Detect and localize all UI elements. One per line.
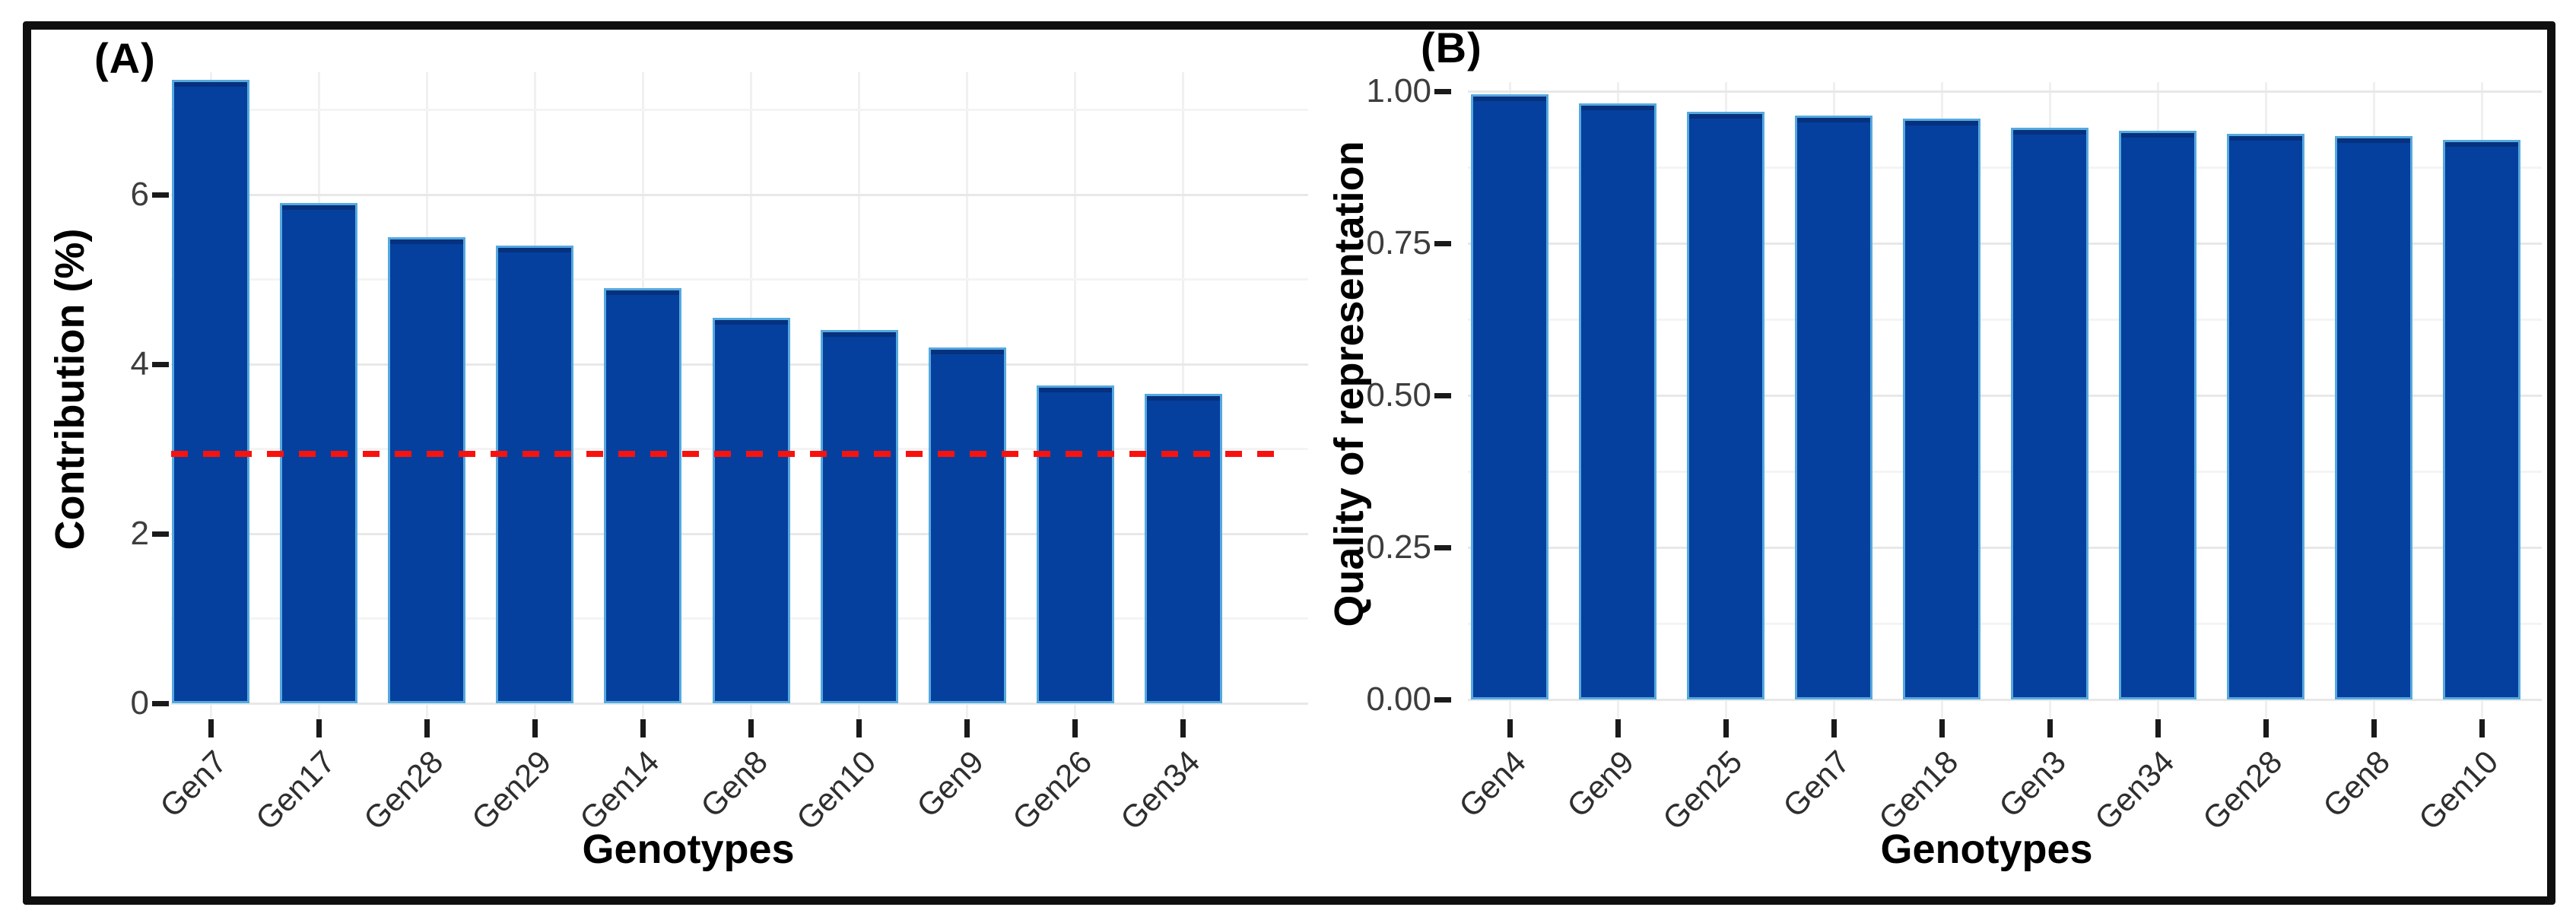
bar-gen7	[172, 80, 249, 703]
bar-gen8	[2335, 136, 2412, 699]
major-gridline	[171, 702, 1308, 705]
x-tick-mark	[1615, 719, 1621, 737]
y-tick-label: 1.00	[1366, 72, 1431, 109]
major-gridline	[1468, 546, 2542, 549]
panel-b-y-axis-title: Quality of representation	[1326, 141, 1372, 627]
y-tick-mark	[1434, 696, 1451, 703]
x-tick-mark	[2479, 719, 2485, 737]
bar-gen10	[2443, 140, 2520, 699]
y-tick-label: 0.00	[1366, 680, 1431, 718]
x-tick-mark	[2371, 719, 2377, 737]
panel-a-x-axis-title: Genotypes	[582, 826, 795, 872]
x-tick-mark	[424, 719, 430, 737]
x-tick-mark	[2155, 719, 2161, 737]
panel-b-letter: (B)	[1421, 24, 1482, 71]
y-tick-mark	[152, 361, 169, 367]
y-tick-mark	[152, 700, 169, 706]
x-tick-mark	[208, 719, 214, 737]
y-tick-label: 6	[130, 176, 149, 213]
y-tick-mark	[1434, 240, 1451, 246]
x-tick-mark	[964, 719, 970, 737]
x-tick-mark	[1507, 719, 1513, 737]
bar-gen10	[820, 330, 898, 703]
bar-gen3	[2011, 128, 2088, 699]
x-tick-mark	[640, 719, 646, 737]
y-tick-label: 0	[130, 684, 149, 722]
bar-gen28	[2227, 134, 2304, 699]
major-gridline	[171, 193, 1308, 196]
y-tick-mark	[1434, 544, 1451, 550]
y-tick-mark	[152, 531, 169, 537]
bar-gen18	[1903, 119, 1980, 699]
bar-gen4	[1471, 94, 1548, 699]
bar-gen9	[1579, 103, 1656, 699]
y-tick-label: 0.25	[1366, 528, 1431, 566]
y-tick-mark	[152, 192, 169, 198]
panel-b-x-axis-title: Genotypes	[1880, 826, 2093, 872]
x-tick-mark	[2047, 719, 2053, 737]
x-tick-mark	[2263, 719, 2269, 737]
bar-gen26	[1036, 385, 1114, 703]
x-tick-mark	[748, 719, 754, 737]
minor-gridline	[171, 278, 1308, 281]
bar-gen7	[1795, 116, 1872, 699]
x-tick-mark	[532, 719, 538, 737]
minor-gridline	[1468, 622, 2542, 625]
y-tick-label: 2	[130, 515, 149, 552]
bar-gen34	[2119, 131, 2196, 699]
bar-gen9	[928, 347, 1006, 703]
threshold-line	[171, 451, 1283, 458]
bar-gen25	[1687, 112, 1764, 699]
x-tick-mark	[1723, 719, 1729, 737]
major-gridline	[1468, 242, 2542, 245]
bar-gen8	[712, 317, 790, 703]
minor-gridline	[1468, 470, 2542, 473]
major-gridline	[1468, 394, 2542, 397]
panel-a-letter: (A)	[94, 34, 156, 82]
x-tick-mark	[1180, 719, 1186, 737]
minor-gridline	[1468, 318, 2542, 321]
y-tick-label: 4	[130, 345, 149, 382]
major-gridline	[1468, 698, 2542, 701]
y-tick-mark	[1434, 88, 1451, 94]
bar-gen28	[388, 236, 466, 703]
x-tick-mark	[316, 719, 322, 737]
y-tick-mark	[1434, 392, 1451, 398]
panel-a-y-axis-title: Contribution (%)	[47, 228, 93, 550]
minor-gridline	[171, 109, 1308, 111]
y-tick-label: 0.50	[1366, 376, 1431, 414]
y-tick-label: 0.75	[1366, 224, 1431, 262]
bar-gen29	[496, 245, 574, 703]
x-tick-mark	[856, 719, 862, 737]
x-tick-mark	[1939, 719, 1945, 737]
minor-gridline	[1468, 166, 2542, 169]
bar-gen14	[604, 287, 682, 703]
bar-gen34	[1144, 394, 1222, 703]
x-tick-mark	[1072, 719, 1078, 737]
major-gridline	[1468, 90, 2542, 93]
x-tick-mark	[1831, 719, 1837, 737]
